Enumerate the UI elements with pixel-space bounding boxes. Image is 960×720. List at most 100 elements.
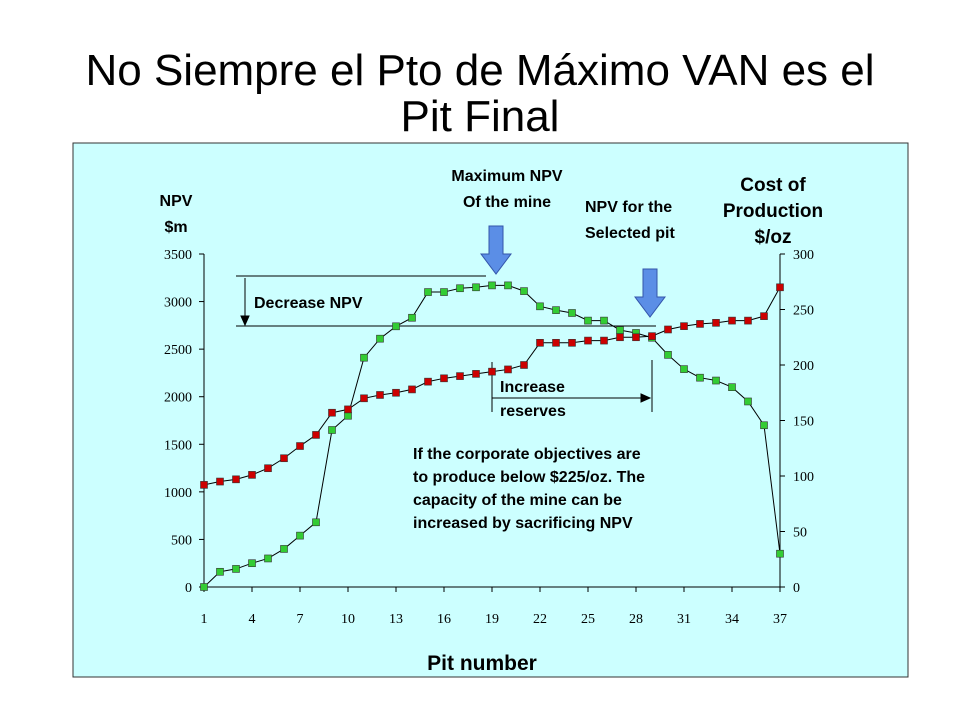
point [232, 475, 240, 484]
y2-tick-label: 200 [793, 359, 814, 374]
point [728, 383, 736, 392]
x-tick-label: 10 [341, 612, 355, 627]
point [312, 431, 320, 439]
point [200, 583, 208, 591]
annotation: reserves [500, 403, 566, 420]
x-axis-title: Pit number [427, 652, 537, 675]
y2-tick-label: 250 [793, 304, 814, 319]
point [600, 336, 608, 345]
point [376, 334, 384, 343]
point [680, 322, 688, 330]
point [248, 471, 256, 479]
annotation: If the corporate objectives are [413, 446, 641, 463]
point [616, 326, 624, 334]
y2-tick-label: 300 [793, 248, 814, 263]
point [264, 464, 272, 473]
x-tick-label: 34 [725, 612, 739, 627]
point [696, 320, 704, 328]
point [520, 287, 528, 295]
point [728, 316, 736, 325]
point [568, 338, 576, 347]
point [472, 370, 480, 378]
point [280, 454, 288, 463]
annotation: Production [723, 201, 823, 222]
point [776, 283, 784, 292]
point [376, 391, 384, 399]
y2-tick-label: 50 [793, 526, 807, 541]
y2-tick-label: 0 [793, 581, 800, 596]
point [232, 565, 240, 573]
point [664, 325, 672, 334]
point [536, 302, 544, 311]
annotation: $m [164, 219, 187, 236]
x-tick-label: 13 [389, 612, 403, 627]
annotation: to produce below $225/oz. The [413, 469, 645, 486]
annotation: NPV for the [585, 199, 672, 216]
point [696, 373, 704, 382]
chart-panel [72, 142, 909, 678]
annotation: NPV [160, 193, 193, 210]
point [712, 319, 720, 327]
point [760, 421, 768, 430]
point [504, 365, 512, 374]
point [712, 376, 720, 385]
point [264, 554, 272, 563]
arrow [634, 268, 666, 318]
point [680, 365, 688, 373]
slide-title: Pit Final [401, 92, 560, 141]
annotation: Selected pit [585, 225, 675, 242]
point [632, 333, 640, 342]
y-tick-label: 1500 [164, 438, 192, 453]
y2-tick-label: 150 [793, 415, 814, 430]
point [392, 388, 400, 397]
point [552, 306, 560, 314]
point [392, 322, 400, 331]
y-tick-label: 3000 [164, 296, 192, 311]
y-tick-label: 500 [171, 533, 192, 548]
point [760, 312, 768, 320]
x-tick-label: 16 [437, 612, 451, 627]
annotation: capacity of the mine can be [413, 492, 622, 509]
point [648, 332, 656, 340]
x-tick-label: 19 [485, 612, 499, 627]
point [408, 313, 416, 322]
point [488, 281, 496, 290]
bracket [236, 275, 656, 412]
x-tick-label: 28 [629, 612, 643, 627]
point [456, 372, 464, 380]
x-tick-label: 1 [201, 612, 208, 627]
point [552, 338, 560, 347]
slide-title: No Siempre el Pto de Máximo VAN es el [85, 46, 874, 95]
point [424, 288, 432, 296]
point [344, 405, 352, 414]
point [664, 351, 672, 359]
point [584, 316, 592, 325]
annotation: Decrease NPV [254, 295, 363, 312]
point [440, 374, 448, 383]
x-tick-label: 31 [677, 612, 691, 627]
point [328, 426, 336, 434]
point [616, 333, 624, 342]
point [568, 309, 576, 317]
point [488, 367, 496, 376]
annotation: $/oz [755, 227, 792, 248]
x-tick-label: 22 [533, 612, 547, 627]
y-tick-label: 2000 [164, 391, 192, 406]
arrow [480, 225, 512, 275]
point [424, 377, 432, 386]
annotation: Cost of [740, 175, 806, 196]
x-tick-label: 7 [297, 612, 304, 627]
point [536, 338, 544, 347]
point [504, 281, 512, 290]
point [296, 531, 304, 540]
point [200, 481, 208, 489]
point [456, 284, 464, 293]
point [440, 288, 448, 296]
y2-tick-label: 100 [793, 470, 814, 485]
point [600, 316, 608, 325]
point [312, 518, 320, 527]
point [520, 361, 528, 369]
point [216, 567, 224, 576]
point [216, 477, 224, 486]
